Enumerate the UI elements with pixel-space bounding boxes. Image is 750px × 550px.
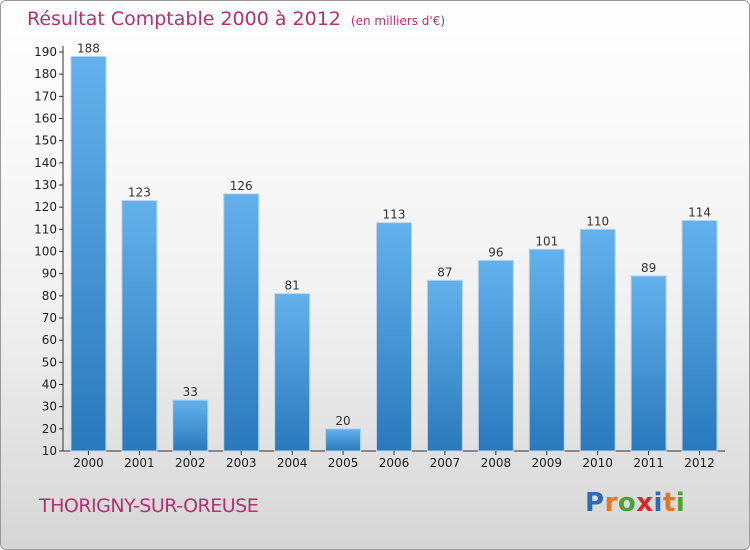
y-tick-label: 110: [34, 222, 57, 236]
x-tick-label: 2005: [328, 456, 359, 470]
logo-letter: r: [604, 488, 618, 518]
y-tick-label: 50: [42, 355, 57, 369]
value-label: 33: [183, 385, 198, 399]
bar: [477, 259, 514, 452]
value-label: 110: [586, 214, 609, 228]
y-tick-label: 20: [42, 422, 57, 436]
x-tick-label: 2008: [481, 456, 512, 470]
title-text: Résultat Comptable 2000 à 2012: [27, 8, 341, 30]
value-label: 89: [641, 261, 656, 275]
bar: [681, 219, 718, 452]
value-label: 126: [230, 179, 253, 193]
value-label: 20: [335, 414, 350, 428]
y-tick-label: 120: [34, 200, 57, 214]
x-tick-label: 2010: [582, 456, 613, 470]
bar: [630, 275, 667, 452]
bar: [121, 200, 158, 452]
x-tick-label: 2004: [277, 456, 308, 470]
bar: [325, 428, 362, 452]
value-label: 123: [128, 186, 151, 200]
logo-letter: o: [617, 488, 637, 518]
y-tick-label: 80: [42, 289, 57, 303]
bar: [172, 399, 209, 452]
value-label: 113: [383, 208, 406, 222]
value-label: 96: [488, 245, 503, 259]
unit-text: (en milliers d'€): [350, 14, 446, 28]
value-label: 101: [535, 234, 558, 248]
x-tick-label: 2009: [531, 456, 562, 470]
logo-letter: P: [585, 488, 605, 518]
y-tick-label: 30: [42, 400, 57, 414]
y-tick-label: 160: [34, 112, 57, 126]
bar: [426, 279, 463, 452]
bar: [376, 222, 412, 452]
bar: [579, 228, 616, 452]
value-label: 87: [437, 265, 452, 279]
x-tick-label: 2001: [124, 456, 155, 470]
x-tick-label: 2006: [379, 456, 410, 470]
y-tick-label: 100: [34, 245, 57, 259]
y-tick-label: 60: [42, 333, 57, 347]
value-label: 81: [285, 279, 300, 293]
logo-letter: i: [675, 488, 686, 518]
y-tick-label: 10: [42, 444, 57, 458]
value-label: 188: [77, 41, 100, 55]
x-tick-label: 2000: [73, 456, 104, 470]
bar: [70, 55, 107, 452]
y-tick-label: 40: [42, 378, 57, 392]
chart-title: Résultat Comptable 2000 à 2012 (en millie…: [27, 8, 445, 30]
commune-name: THORIGNY-SUR-OREUSE: [39, 495, 259, 517]
x-tick-label: 2012: [684, 456, 715, 470]
x-tick-label: 2003: [226, 456, 257, 470]
bar: [528, 248, 565, 452]
bar: [223, 193, 260, 452]
proxiti-logo: Proxiti: [585, 488, 685, 518]
y-tick-label: 90: [42, 267, 57, 281]
y-tick-label: 140: [34, 156, 57, 170]
logo-letter: x: [636, 488, 654, 518]
y-tick-label: 130: [34, 178, 57, 192]
x-tick-label: 2002: [175, 456, 206, 470]
x-tick-label: 2007: [430, 456, 461, 470]
y-tick-label: 170: [34, 89, 57, 103]
x-tick-label: 2011: [633, 456, 664, 470]
logo-letter: t: [662, 488, 676, 518]
bar: [274, 293, 311, 452]
logo-letter: i: [653, 488, 663, 518]
y-tick-label: 180: [34, 67, 57, 81]
value-label: 114: [688, 205, 711, 219]
y-tick-label: 190: [34, 45, 57, 59]
y-tick-label: 70: [42, 311, 57, 325]
y-tick-label: 150: [34, 134, 57, 148]
